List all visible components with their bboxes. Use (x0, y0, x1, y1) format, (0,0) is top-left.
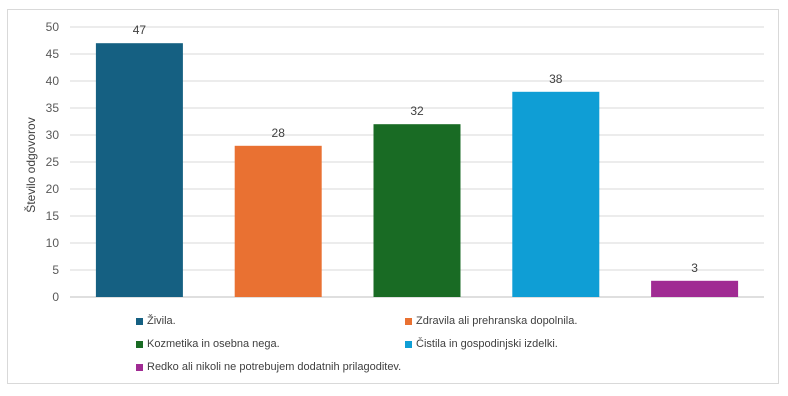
y-tick-label: 15 (46, 209, 60, 223)
data-label: 3 (691, 261, 698, 275)
legend-item-zivila: Živila. (136, 315, 176, 327)
legend-swatch (405, 340, 412, 348)
data-label: 32 (410, 104, 424, 118)
y-tick-label: 45 (46, 47, 60, 61)
legend-item-cistila: Čistila in gospodinjski izdelki. (405, 338, 558, 350)
y-tick-label: 25 (46, 155, 60, 169)
y-tick-label: 20 (46, 182, 60, 196)
y-tick-label: 0 (52, 290, 59, 304)
data-label: 47 (133, 23, 147, 37)
bar (373, 124, 461, 297)
legend-label: Čistila in gospodinjski izdelki. (416, 338, 558, 350)
bar (234, 145, 322, 297)
chart-frame: 0 5 10 15 20 25 30 35 40 45 50 47 28 32 38 3 Število o… (7, 9, 779, 384)
legend-label: Kozmetika in osebna nega. (147, 338, 280, 350)
y-tick-label: 40 (46, 74, 60, 88)
legend-label: Redko ali nikoli ne potrebujem dodatnih … (147, 361, 402, 373)
y-tick-label: 30 (46, 128, 60, 142)
y-tick-label: 50 (46, 20, 60, 34)
data-label: 38 (549, 72, 563, 86)
legend-swatch (136, 317, 143, 325)
legend-swatch (136, 340, 143, 348)
bar (512, 91, 600, 297)
legend-item-zdravila: Zdravila ali prehranska dopolnila. (405, 315, 577, 327)
bars (95, 43, 739, 298)
data-label: 28 (272, 126, 286, 140)
bar (651, 280, 739, 297)
legend-swatch (136, 363, 143, 371)
legend-item-redko: Redko ali nikoli ne potrebujem dodatnih … (136, 361, 401, 373)
legend-item-kozmetika: Kozmetika in osebna nega. (136, 338, 280, 350)
legend-label: Zdravila ali prehranska dopolnila. (416, 315, 578, 327)
y-axis-ticks: 0 5 10 15 20 25 30 35 40 45 50 (46, 20, 60, 304)
y-tick-label: 35 (46, 101, 60, 115)
bar-chart: 0 5 10 15 20 25 30 35 40 45 50 47 28 32 38 3 Število o… (23, 20, 764, 304)
legend-swatch (405, 317, 412, 325)
y-axis-title: Število odgovorov (23, 117, 38, 212)
y-tick-label: 5 (52, 263, 59, 277)
legend-label: Živila. (147, 315, 176, 327)
y-tick-label: 10 (46, 236, 60, 250)
bar (95, 43, 183, 298)
data-labels: 47 28 32 38 3 (133, 23, 699, 275)
